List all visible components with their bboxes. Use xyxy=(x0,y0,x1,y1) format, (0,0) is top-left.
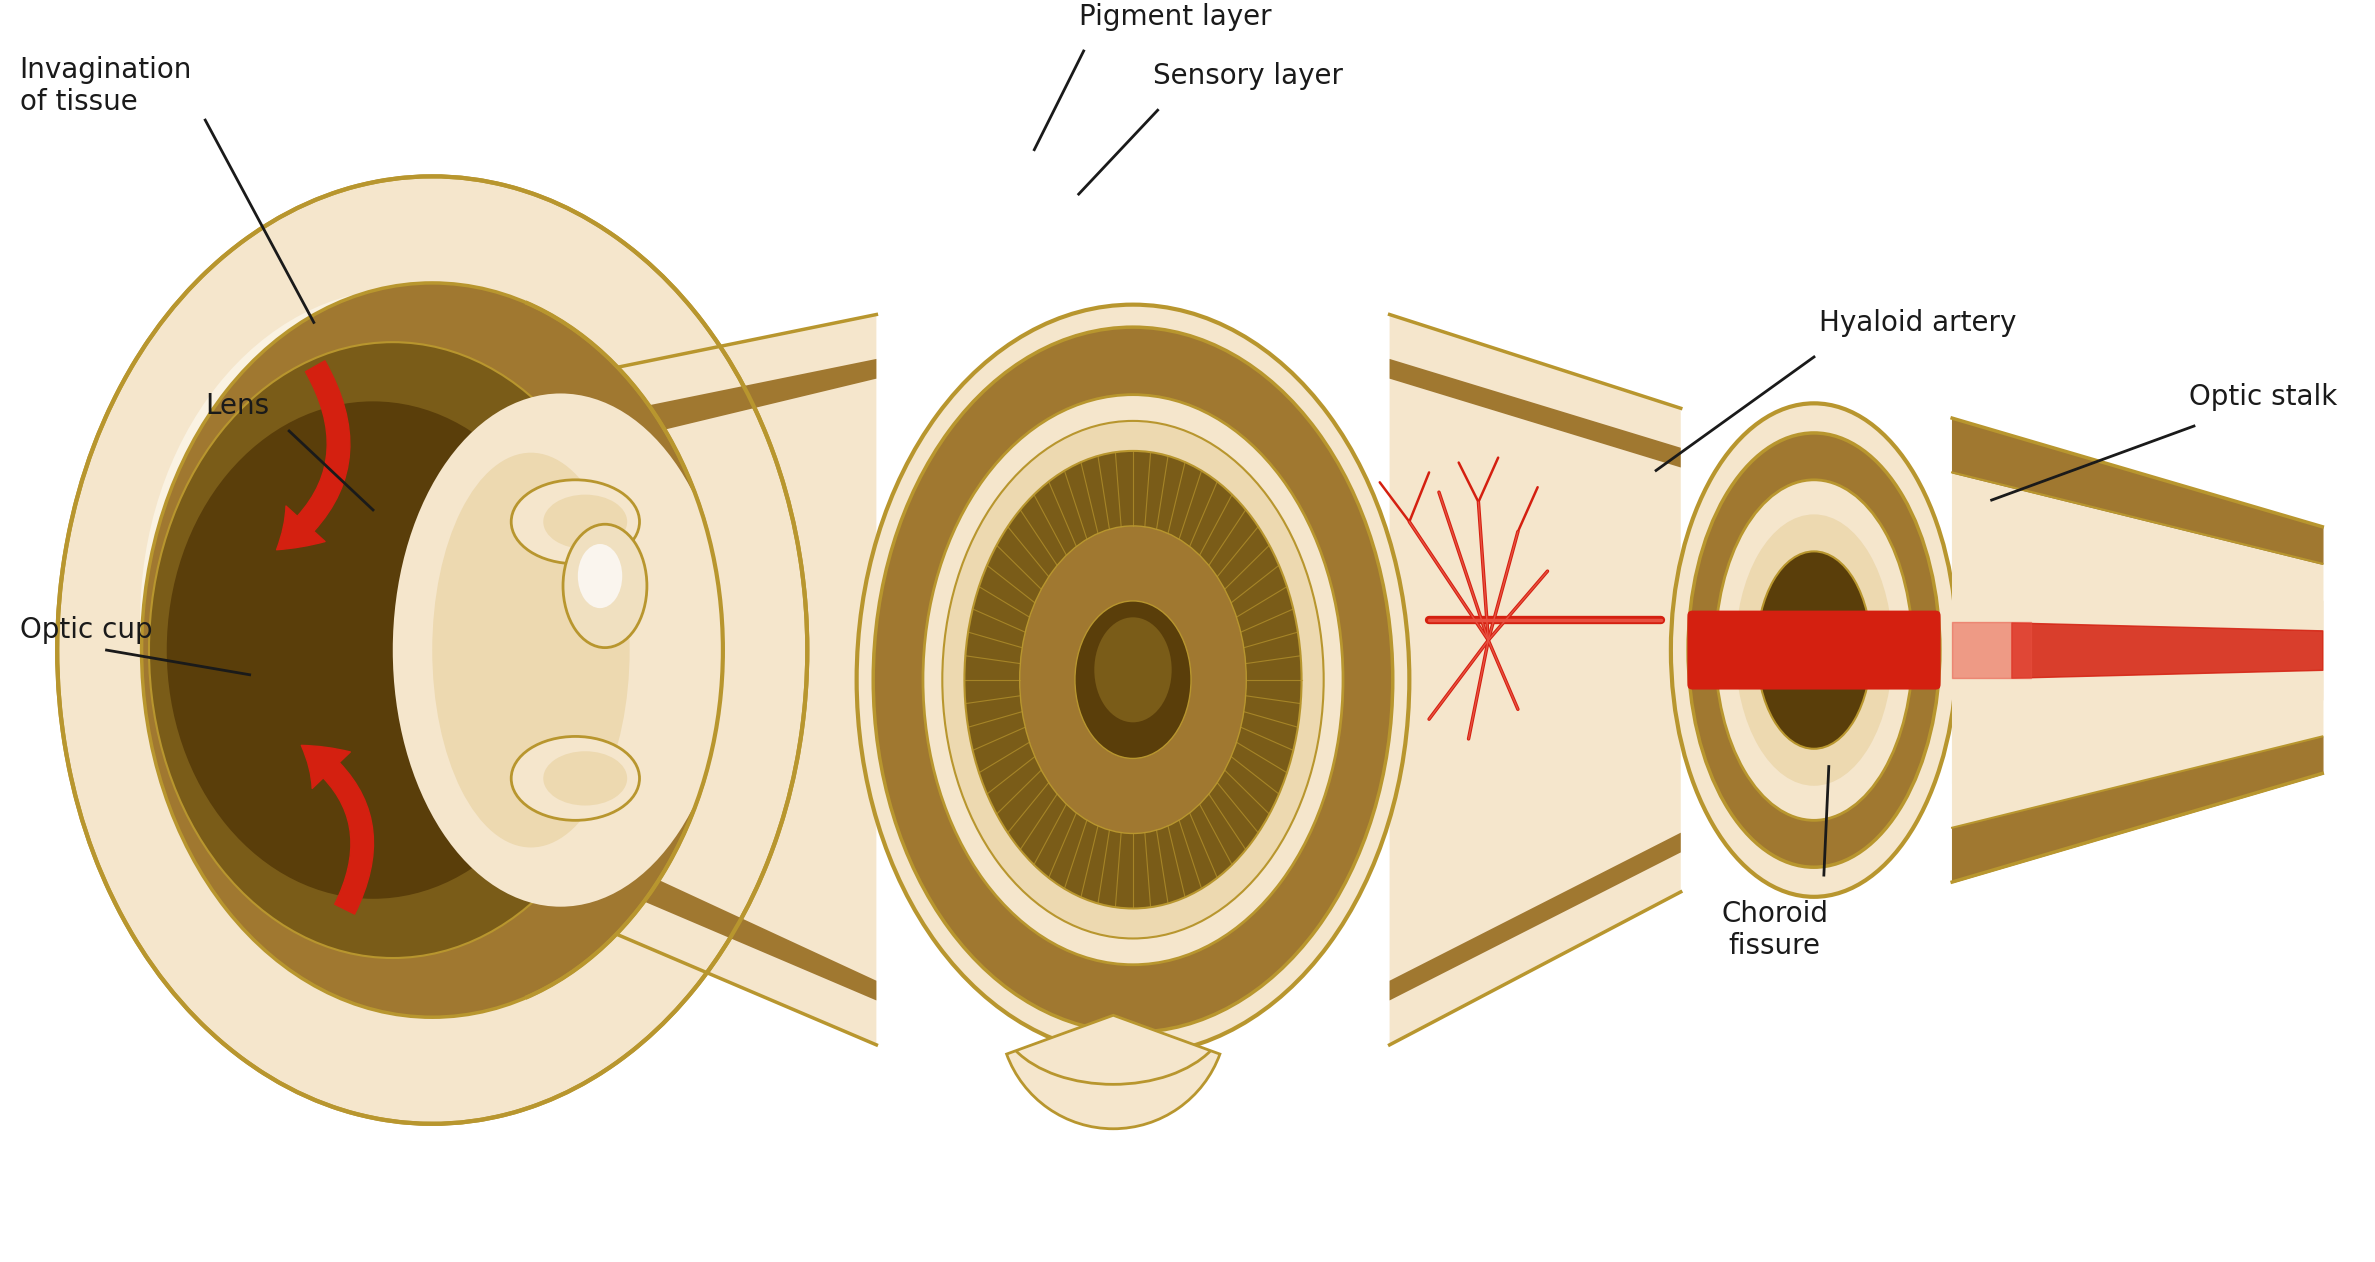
Ellipse shape xyxy=(392,394,729,906)
Ellipse shape xyxy=(1693,663,1936,687)
Text: Optic cup: Optic cup xyxy=(19,616,152,645)
Ellipse shape xyxy=(1672,404,1957,897)
Polygon shape xyxy=(610,857,876,1001)
Polygon shape xyxy=(610,314,876,1045)
Polygon shape xyxy=(1389,833,1682,1001)
Ellipse shape xyxy=(1076,601,1190,758)
Ellipse shape xyxy=(1095,617,1171,722)
Text: Choroid
fissure: Choroid fissure xyxy=(1722,900,1829,960)
Wedge shape xyxy=(1007,1015,1221,1128)
Ellipse shape xyxy=(1689,433,1940,867)
Text: Pigment layer: Pigment layer xyxy=(1078,4,1271,32)
Ellipse shape xyxy=(544,751,627,805)
Ellipse shape xyxy=(511,480,639,564)
Polygon shape xyxy=(1389,314,1682,1045)
FancyBboxPatch shape xyxy=(1686,611,1940,689)
Polygon shape xyxy=(610,358,876,443)
Ellipse shape xyxy=(1715,480,1912,820)
Ellipse shape xyxy=(964,451,1302,909)
Polygon shape xyxy=(1389,358,1682,467)
Ellipse shape xyxy=(943,422,1323,939)
Text: Sensory layer: Sensory layer xyxy=(1152,63,1342,91)
Ellipse shape xyxy=(544,495,627,549)
Ellipse shape xyxy=(140,289,665,952)
Ellipse shape xyxy=(563,524,646,647)
Ellipse shape xyxy=(166,401,580,899)
Text: Lens: Lens xyxy=(204,392,268,420)
Text: Invagination
of tissue: Invagination of tissue xyxy=(19,56,192,116)
Ellipse shape xyxy=(142,283,722,1017)
Ellipse shape xyxy=(924,395,1342,964)
FancyArrowPatch shape xyxy=(302,746,373,914)
Ellipse shape xyxy=(511,737,639,820)
Ellipse shape xyxy=(857,304,1408,1055)
Ellipse shape xyxy=(1693,613,1936,637)
Ellipse shape xyxy=(150,342,636,958)
Ellipse shape xyxy=(1758,551,1872,748)
Text: Optic stalk: Optic stalk xyxy=(2190,384,2337,411)
Text: Hyaloid artery: Hyaloid artery xyxy=(1819,309,2016,337)
Ellipse shape xyxy=(57,177,808,1124)
FancyArrowPatch shape xyxy=(276,361,349,550)
Ellipse shape xyxy=(1736,515,1893,786)
Ellipse shape xyxy=(1019,526,1247,833)
Ellipse shape xyxy=(432,453,629,848)
Ellipse shape xyxy=(577,544,622,608)
Ellipse shape xyxy=(874,327,1392,1032)
